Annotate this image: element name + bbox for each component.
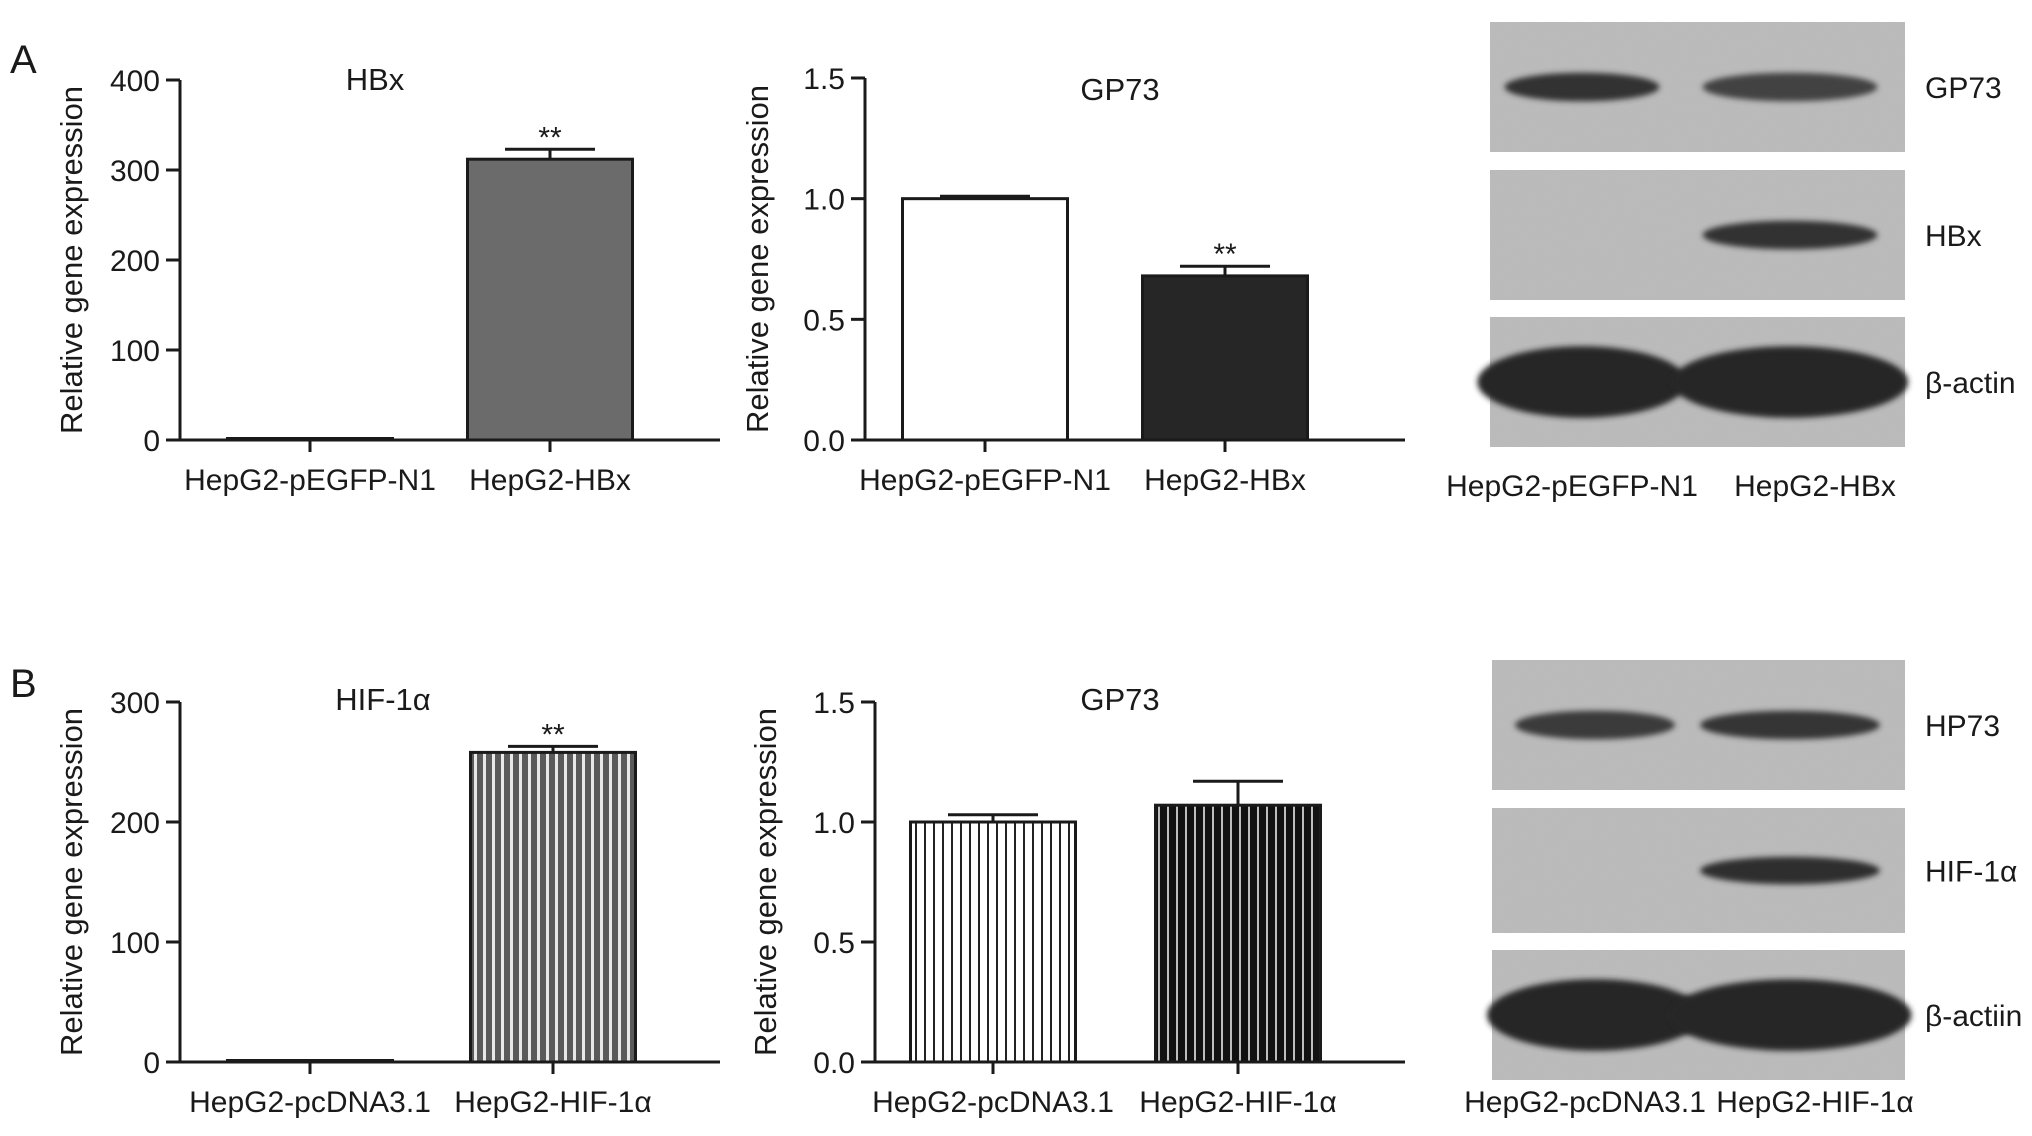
y-tick-label: 0.5 (803, 304, 845, 337)
x-tick-label: HepG2-pEGFP-N1 (184, 464, 436, 497)
blot-row-label: HBx (1925, 220, 1982, 253)
bar (226, 1059, 394, 1064)
chart-1: 0 100 200 300 400 Relative gene expression HBx… (54, 62, 720, 497)
y-tick-label: 300 (110, 687, 160, 720)
bar (226, 437, 394, 442)
x-tick-label: HepG2-pcDNA3.1 (872, 1086, 1114, 1119)
blot-band (1700, 710, 1880, 740)
blot-band (1477, 346, 1687, 418)
bar (1141, 274, 1309, 442)
x-tick-label: HepG2-HIF-1α (454, 1086, 651, 1119)
panel-letter-a: A (10, 38, 37, 82)
blot-strip (1492, 808, 1905, 933)
y-tick-label: 1.5 (803, 63, 845, 96)
blot-row-label: HP73 (1925, 710, 2000, 743)
y-axis-label: Relative gene expression (740, 85, 775, 433)
y-tick-label: 100 (110, 927, 160, 960)
y-tick-label: 300 (110, 155, 160, 188)
y-tick-label: 1.5 (813, 687, 855, 720)
chart-3: 0 100 200 300 Relative gene expression HIF-1α… (54, 682, 720, 1119)
panel-letter-b: B (10, 662, 37, 706)
y-tick-label: 100 (110, 335, 160, 368)
blot-strip (1492, 660, 1905, 790)
blot-row-label: β-actin (1925, 367, 2016, 400)
y-tick-label: 200 (110, 245, 160, 278)
blot-band (1668, 979, 1912, 1051)
y-tick-label: 0 (143, 425, 160, 458)
bar (1154, 803, 1322, 1064)
blot-band (1671, 346, 1909, 418)
blot-strip (1477, 317, 1909, 447)
x-tick-label: HepG2-pEGFP-N1 (859, 464, 1111, 497)
blot-lane-label: HepG2-pcDNA3.1 (1464, 1086, 1706, 1119)
blot-lane-label: HepG2-HIF-1α (1716, 1086, 1913, 1119)
blot-strip (1490, 170, 1905, 300)
y-axis-label: Relative gene expression (748, 708, 783, 1056)
y-tick-label: 0 (143, 1047, 160, 1080)
y-tick-label: 1.0 (813, 807, 855, 840)
y-tick-label: 200 (110, 807, 160, 840)
chart-2: 0.0 0.5 1.0 1.5 Relative gene expression GP73… (740, 63, 1405, 497)
significance-label: ** (538, 121, 562, 154)
blot-row-label: HIF-1α (1925, 856, 2017, 889)
y-tick-label: 400 (110, 65, 160, 98)
x-tick-label: HepG2-pcDNA3.1 (189, 1086, 431, 1119)
x-tick-label: HepG2-HBx (1144, 464, 1306, 497)
chart-title: HIF-1α (335, 682, 431, 717)
x-tick-label: HepG2-HBx (469, 464, 631, 497)
bar (469, 750, 637, 1064)
chart-title: GP73 (1080, 682, 1159, 717)
blot-row-label: GP73 (1925, 72, 2002, 105)
significance-label: ** (541, 718, 565, 751)
chart-4: 0.0 0.5 1.0 1.5 Relative gene expression GP73… (748, 682, 1405, 1119)
blot-band (1702, 220, 1878, 250)
y-tick-label: 1.0 (803, 184, 845, 217)
significance-label: ** (1213, 238, 1237, 271)
bar (901, 197, 1069, 442)
blot-strip (1487, 950, 1912, 1080)
blot-band (1504, 72, 1660, 102)
y-tick-label: 0.0 (813, 1047, 855, 1080)
blot-band (1702, 72, 1878, 102)
bar (466, 157, 634, 442)
chart-title: HBx (346, 62, 405, 97)
y-tick-label: 0.5 (813, 927, 855, 960)
x-tick-label: HepG2-HIF-1α (1139, 1086, 1336, 1119)
chart-title: GP73 (1080, 72, 1159, 107)
blot-row-label: β-actiin (1925, 1000, 2022, 1033)
bar (909, 820, 1077, 1064)
blot-lane-label: HepG2-pEGFP-N1 (1446, 470, 1698, 503)
blot-strip (1490, 22, 1905, 152)
western-blot-a: GP73 HBx β-actin HepG2-pEGFP-N1 HepG2-HBx (1446, 22, 2016, 503)
y-axis-label: Relative gene expression (54, 86, 89, 434)
blot-lane-label: HepG2-HBx (1734, 470, 1896, 503)
y-tick-label: 0.0 (803, 425, 845, 458)
western-blot-b: HP73 HIF-1α β-actiin HepG2-pcDNA3.1 HepG2-HI… (1464, 660, 2022, 1119)
blot-band (1700, 856, 1880, 885)
blot-band (1487, 979, 1703, 1051)
y-axis-label: Relative gene expression (54, 708, 89, 1056)
blot-band (1515, 710, 1675, 740)
